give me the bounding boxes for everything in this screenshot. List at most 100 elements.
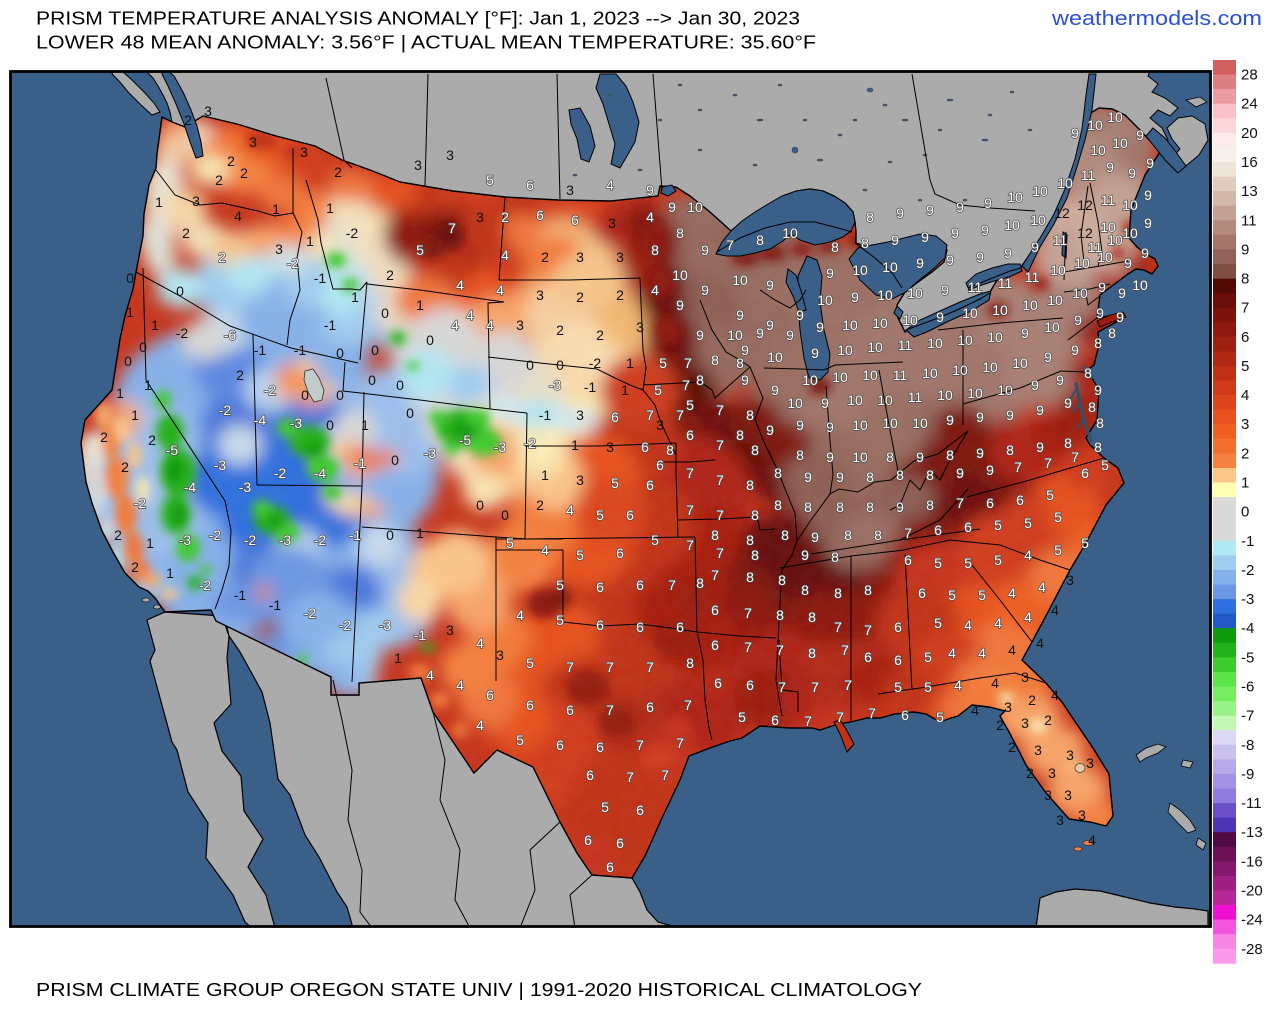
svg-text:9: 9 [796, 307, 804, 323]
svg-text:8: 8 [886, 449, 894, 465]
svg-text:0: 0 [139, 339, 147, 355]
svg-text:6: 6 [986, 495, 994, 511]
svg-text:-28: -28 [1241, 941, 1263, 958]
svg-text:10: 10 [867, 339, 883, 355]
svg-text:7: 7 [626, 769, 634, 785]
svg-text:6: 6 [864, 649, 872, 665]
svg-text:11: 11 [893, 367, 908, 383]
svg-text:10: 10 [1097, 249, 1113, 265]
svg-text:6: 6 [596, 617, 604, 633]
svg-text:6: 6 [1016, 492, 1024, 508]
svg-text:10: 10 [727, 327, 743, 343]
svg-text:8: 8 [778, 572, 786, 588]
svg-text:8: 8 [874, 527, 882, 543]
svg-text:3: 3 [414, 157, 422, 173]
svg-text:10: 10 [997, 382, 1013, 398]
svg-text:9: 9 [926, 202, 934, 218]
svg-text:2: 2 [541, 249, 549, 265]
svg-text:6: 6 [656, 457, 664, 473]
svg-text:2: 2 [218, 249, 226, 265]
svg-text:5: 5 [1054, 509, 1062, 525]
svg-text:9: 9 [1141, 245, 1149, 261]
svg-text:6: 6 [934, 522, 942, 538]
svg-text:3: 3 [536, 287, 544, 303]
svg-text:1: 1 [326, 200, 334, 216]
svg-text:11: 11 [1088, 239, 1103, 255]
svg-text:2: 2 [501, 209, 509, 225]
svg-text:-4: -4 [1241, 620, 1254, 637]
svg-text:LOWER 48 MEAN ANOMALY: 3.56°F: LOWER 48 MEAN ANOMALY: 3.56°F | ACTUAL M… [36, 32, 816, 53]
svg-text:9: 9 [1096, 305, 1104, 321]
svg-text:8: 8 [756, 232, 764, 248]
svg-text:9: 9 [836, 469, 844, 485]
svg-text:2: 2 [1026, 765, 1034, 781]
svg-text:10: 10 [1132, 277, 1148, 293]
svg-text:6: 6 [636, 802, 644, 818]
svg-text:8: 8 [736, 355, 744, 371]
svg-text:6: 6 [1081, 465, 1089, 481]
svg-text:6: 6 [526, 177, 534, 193]
svg-text:4: 4 [1024, 547, 1032, 563]
svg-text:1: 1 [126, 304, 134, 320]
svg-text:10: 10 [967, 385, 983, 401]
svg-text:1: 1 [541, 467, 549, 483]
svg-text:-6: -6 [1241, 679, 1254, 696]
svg-text:3: 3 [516, 317, 524, 333]
svg-text:1: 1 [151, 317, 159, 333]
svg-text:6: 6 [771, 712, 779, 728]
svg-text:9: 9 [916, 449, 924, 465]
svg-text:9: 9 [1071, 342, 1079, 358]
svg-text:0: 0 [476, 497, 484, 513]
svg-text:0: 0 [556, 357, 564, 373]
svg-text:2: 2 [184, 112, 192, 128]
svg-text:9: 9 [668, 199, 676, 215]
svg-text:1: 1 [394, 650, 402, 666]
svg-text:-2: -2 [589, 355, 602, 371]
svg-text:11: 11 [1241, 212, 1257, 229]
svg-text:7: 7 [676, 735, 684, 751]
svg-text:0: 0 [368, 372, 376, 388]
svg-text:4: 4 [1008, 642, 1016, 658]
svg-text:3: 3 [1064, 787, 1072, 803]
svg-text:8: 8 [804, 499, 812, 515]
svg-text:4: 4 [954, 677, 962, 693]
svg-text:7: 7 [716, 545, 724, 561]
svg-text:10: 10 [1074, 255, 1090, 271]
svg-text:9: 9 [1144, 215, 1152, 231]
svg-text:9: 9 [756, 325, 764, 341]
svg-text:4: 4 [971, 702, 979, 718]
svg-text:10: 10 [862, 367, 878, 383]
svg-text:16: 16 [1241, 154, 1258, 171]
svg-text:8: 8 [861, 235, 869, 251]
svg-text:-2: -2 [199, 577, 212, 593]
svg-text:-3: -3 [549, 377, 562, 393]
svg-text:7: 7 [1014, 459, 1022, 475]
svg-text:5: 5 [894, 679, 902, 695]
svg-text:9: 9 [771, 382, 779, 398]
svg-text:7: 7 [811, 679, 819, 695]
svg-text:7: 7 [1071, 449, 1079, 465]
svg-text:3: 3 [616, 249, 624, 265]
svg-text:10: 10 [837, 342, 853, 358]
svg-text:8: 8 [801, 582, 809, 598]
svg-text:-2: -2 [274, 465, 287, 481]
svg-text:7: 7 [686, 465, 694, 481]
svg-text:5: 5 [654, 382, 662, 398]
svg-text:9: 9 [1031, 377, 1039, 393]
svg-text:9: 9 [1044, 349, 1052, 365]
svg-text:3: 3 [1004, 699, 1012, 715]
svg-text:13: 13 [1241, 183, 1258, 200]
svg-text:11: 11 [908, 389, 923, 405]
svg-text:9: 9 [826, 419, 834, 435]
svg-text:-2: -2 [524, 435, 537, 451]
svg-text:8: 8 [711, 527, 719, 543]
svg-text:-8: -8 [1241, 737, 1254, 754]
svg-text:2: 2 [148, 432, 156, 448]
svg-text:9: 9 [1071, 125, 1079, 141]
svg-text:-3: -3 [239, 479, 252, 495]
svg-text:10: 10 [832, 369, 848, 385]
svg-text:10: 10 [1012, 355, 1028, 371]
svg-text:1: 1 [155, 194, 163, 210]
svg-text:11: 11 [898, 337, 913, 353]
svg-text:5: 5 [1081, 535, 1089, 551]
